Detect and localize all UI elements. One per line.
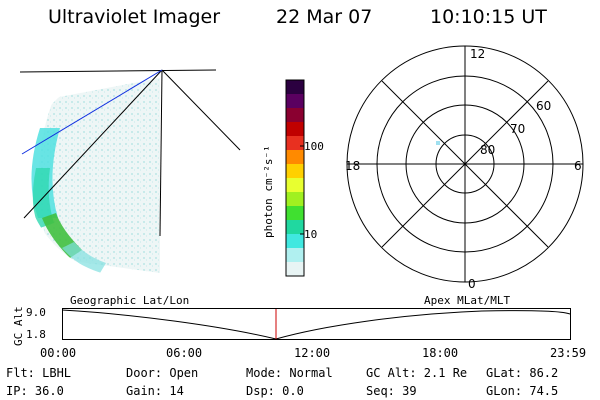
colorbar-segment bbox=[286, 192, 304, 207]
ip-label: IP: 36.0 bbox=[6, 384, 64, 398]
colorbar-segment bbox=[286, 220, 304, 235]
colorbar-segment bbox=[286, 94, 304, 109]
colorbar-segment bbox=[286, 234, 304, 249]
strip-ytick-bottom: 1.8 bbox=[26, 328, 46, 341]
instrument-title: Ultraviolet Imager bbox=[48, 6, 221, 28]
colorbar-segment bbox=[286, 150, 304, 165]
strip-xtick-0000: 00:00 bbox=[40, 346, 77, 360]
colorbar-segment bbox=[286, 206, 304, 221]
strip-xtick-0600: 06:00 bbox=[166, 346, 203, 360]
glat-label: GLat: 86.2 bbox=[486, 366, 559, 380]
date-label: 22 Mar 07 bbox=[276, 6, 373, 28]
time-label: 10:10:15 UT bbox=[430, 6, 547, 28]
strip-left-label: Geographic Lat/Lon bbox=[70, 294, 190, 307]
colorbar-segment bbox=[286, 136, 304, 151]
globe-image-panel bbox=[19, 69, 241, 273]
colorbar-segment bbox=[286, 178, 304, 193]
strip-right-label: Apex MLat/MLT bbox=[424, 294, 511, 307]
colorbar-segment bbox=[286, 108, 304, 123]
polar-label-18: 18 bbox=[345, 159, 360, 173]
glon-label: GLon: 74.5 bbox=[486, 384, 559, 398]
strip-axis-title: GC Alt bbox=[12, 306, 25, 346]
dsp-label: Dsp: 0.0 bbox=[246, 384, 304, 398]
colorbar bbox=[285, 79, 305, 277]
polar-label-0: 0 bbox=[468, 277, 476, 290]
colorbar-segment bbox=[286, 164, 304, 179]
filter-label: Flt: LBHL bbox=[6, 366, 72, 380]
polar-label-12: 12 bbox=[470, 47, 485, 61]
polar-label-6: 6 bbox=[574, 159, 582, 173]
colorbar-unit-label: photon cm⁻²s⁻¹ bbox=[262, 145, 275, 238]
colorbar-segment bbox=[286, 248, 304, 263]
polar-label-70: 70 bbox=[510, 122, 525, 136]
mode-label: Mode: Normal bbox=[246, 366, 333, 380]
colorbar-segment bbox=[286, 122, 304, 137]
strip-xtick-1200: 12:00 bbox=[294, 346, 331, 360]
door-label: Door: Open bbox=[126, 366, 199, 380]
gain-label: Gain: 14 bbox=[126, 384, 184, 398]
colorbar-segment bbox=[286, 80, 304, 95]
seq-label: Seq: 39 bbox=[366, 384, 417, 398]
strip-ytick-top: 9.0 bbox=[26, 306, 46, 319]
polar-plot: 12 60 70 80 18 6 0 bbox=[345, 45, 584, 290]
colorbar-tick-100: 100 bbox=[304, 140, 324, 153]
polar-aurora-spot bbox=[436, 141, 440, 145]
colorbar-tick-10: 10 bbox=[304, 228, 318, 241]
polar-label-80: 80 bbox=[480, 143, 495, 157]
gc-alt-label: GC Alt: 2.1 Re bbox=[366, 366, 468, 380]
strip-xtick-2359: 23:59 bbox=[550, 346, 587, 360]
polar-label-60: 60 bbox=[536, 99, 551, 113]
aurora-image bbox=[31, 78, 160, 273]
strip-xtick-1800: 18:00 bbox=[422, 346, 459, 360]
colorbar-segment bbox=[286, 262, 304, 277]
altitude-strip-chart bbox=[62, 308, 571, 340]
